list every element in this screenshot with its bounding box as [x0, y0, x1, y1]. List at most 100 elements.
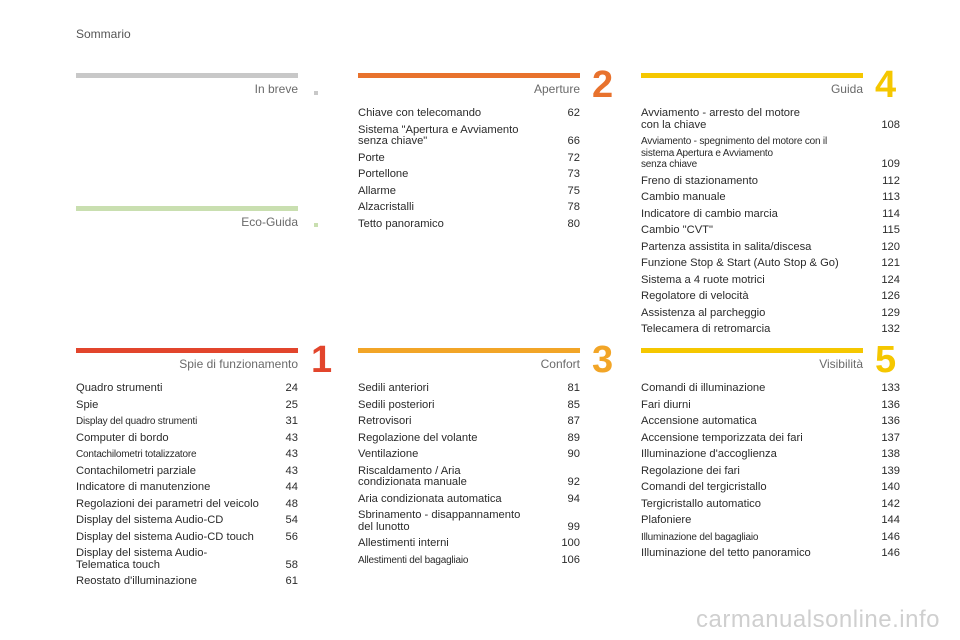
entry-label: Display del sistema Audio- Telematica to…	[76, 547, 208, 571]
entry-label: Allestimenti interni	[358, 537, 449, 549]
entry-page: 112	[882, 174, 900, 187]
toc-entry[interactable]: Riscaldamento / Aria condizionata manual…	[358, 465, 580, 489]
entry-label: Computer di bordo	[76, 431, 169, 444]
entry-page: 43	[285, 431, 298, 444]
toc-entry[interactable]: Aria condizionata automatica 94	[358, 492, 580, 506]
entry-label: Accensione temporizzata dei fari	[641, 431, 803, 444]
entry-label: Cambio "CVT"	[641, 224, 713, 236]
toc-entry[interactable]: Illuminazione del tetto panoramico 146	[641, 547, 900, 560]
toc-entry[interactable]: Allestimenti interni 100	[358, 537, 580, 550]
entry-label: Ventilazione	[358, 448, 419, 460]
section-bar	[641, 348, 863, 353]
toc-entry[interactable]: Comandi di illuminazione 133	[641, 382, 900, 395]
toc-entry[interactable]: Display del sistema Audio-CD 54	[76, 514, 298, 527]
toc-entry[interactable]: Computer di bordo 43	[76, 431, 298, 445]
toc-entry[interactable]: Cambio "CVT" 115	[641, 224, 900, 237]
entry-page: 94	[567, 492, 580, 505]
entry-label: Quadro strumenti	[76, 382, 163, 394]
section-title: Eco-Guida	[241, 215, 298, 229]
toc-entry[interactable]: Retrovisori 87	[358, 415, 580, 428]
entry-label: Comandi di illuminazione	[641, 382, 766, 394]
toc-entry[interactable]: Regolazione dei fari 139	[641, 464, 900, 478]
toc-entry[interactable]: Contachilometri parziale 43	[76, 464, 298, 478]
entry-label: Avviamento - spegnimento del motore con …	[641, 136, 827, 170]
toc-entry[interactable]: Display del quadro strumenti 31	[76, 415, 298, 428]
page-title: Sommario	[76, 27, 131, 41]
entry-label: Funzione Stop & Start (Auto Stop & Go)	[641, 257, 839, 269]
entry-label: Illuminazione del bagagliaio	[641, 531, 759, 543]
toc-entry[interactable]: Funzione Stop & Start (Auto Stop & Go) 12…	[641, 257, 900, 270]
toc-entry[interactable]: Accensione temporizzata dei fari 137	[641, 431, 900, 445]
entry-page: 89	[567, 431, 580, 444]
toc-entry[interactable]: Quadro strumenti 24	[76, 382, 298, 395]
toc-entry[interactable]: Partenza assistita in salita/discesa 120	[641, 241, 900, 254]
section-in-breve[interactable]: In breve	[76, 73, 298, 100]
entry-page: 99	[567, 520, 580, 533]
section-spie: Spie di funzionamento Quadro strumenti 24…	[76, 348, 298, 593]
toc-entry[interactable]: Tetto panoramico 80	[358, 218, 580, 231]
section-aperture: Aperture Chiave con telecomando 62 Sistema…	[358, 73, 580, 235]
toc-entry[interactable]: Chiave con telecomando 62	[358, 107, 580, 120]
toc-entry[interactable]: Avviamento - arresto del motore con la c…	[641, 107, 900, 131]
toc-entry[interactable]: Regolazioni dei parametri del veicolo 48	[76, 497, 298, 511]
entry-label: Regolazioni dei parametri del veicolo	[76, 497, 259, 510]
section-title: Aperture	[533, 82, 580, 96]
toc-entry[interactable]: Indicatore di manutenzione 44	[76, 481, 298, 494]
section-number: 1	[311, 339, 333, 381]
toc-entry[interactable]: Telecamera di retromarcia 132	[641, 323, 900, 336]
toc-entry[interactable]: Assistenza al parcheggio 129	[641, 307, 900, 320]
toc-entry[interactable]: Porte 72	[358, 152, 580, 165]
entry-label: Contachilometri parziale	[76, 464, 197, 477]
entry-page: 132	[881, 323, 900, 335]
section-eco-guida[interactable]: Eco-Guida	[76, 206, 298, 233]
entry-label: Telecamera di retromarcia	[641, 323, 771, 335]
toc-entry[interactable]: Regolazione del volante 89	[358, 431, 580, 445]
toc-entry[interactable]: Indicatore di cambio marcia 114	[641, 207, 900, 221]
entry-label: Avviamento - arresto del motore con la c…	[641, 107, 800, 131]
entry-page: 115	[882, 224, 900, 236]
entry-page: 81	[567, 382, 580, 394]
toc-entry[interactable]: Illuminazione d'accoglienza 138	[641, 448, 900, 461]
toc-entry[interactable]: Display del sistema Audio- Telematica to…	[76, 547, 298, 571]
entry-page: 61	[285, 575, 298, 587]
entry-page: 144	[881, 514, 900, 526]
toc-entry[interactable]: Ventilazione 90	[358, 448, 580, 461]
entry-page: 100	[561, 537, 580, 549]
entry-page: 140	[881, 481, 900, 493]
toc-entry[interactable]: Illuminazione del bagagliaio 146	[641, 531, 900, 544]
toc-entry[interactable]: Alzacristalli 78	[358, 201, 580, 214]
toc-entry[interactable]: Accensione automatica 136	[641, 415, 900, 428]
toc-entry[interactable]: Sistema "Apertura e Avviamento senza chi…	[358, 123, 580, 148]
toc-entry[interactable]: Allestimenti del bagagliaio 106	[358, 554, 580, 567]
toc-entry[interactable]: Allarme 75	[358, 185, 580, 198]
toc-entry[interactable]: Contachilometri totalizzatore 43	[76, 448, 298, 461]
toc-entry[interactable]: Display del sistema Audio-CD touch 56	[76, 531, 298, 544]
toc-entry[interactable]: Avviamento - spegnimento del motore con …	[641, 136, 900, 171]
toc-entry[interactable]: Regolatore di velocità 126	[641, 290, 900, 303]
entry-page: 54	[285, 514, 298, 526]
toc-entry[interactable]: Sistema a 4 ruote motrici 124	[641, 274, 900, 287]
toc-entry[interactable]: Tergicristallo automatico 142	[641, 498, 900, 511]
toc-entry[interactable]: Sedili posteriori 85	[358, 398, 580, 412]
entry-label: Indicatore di cambio marcia	[641, 207, 778, 220]
entry-label: Allestimenti del bagagliaio	[358, 554, 469, 566]
entry-page: 73	[567, 168, 580, 180]
toc-entry[interactable]: Portellone 73	[358, 168, 580, 181]
watermark: carmanualsonline.info	[696, 606, 940, 633]
toc-entry[interactable]: Cambio manuale 113	[641, 191, 900, 204]
toc-entry[interactable]: Reostato d'illuminazione 61	[76, 575, 298, 588]
toc-entry[interactable]: Comandi del tergicristallo 140	[641, 481, 900, 494]
entry-label: Sistema "Apertura e Avviamento senza chi…	[358, 123, 519, 147]
toc-entry[interactable]: Plafoniere 144	[641, 514, 900, 527]
toc-entry[interactable]: Spie 25	[76, 399, 298, 412]
entry-page: 137	[881, 431, 900, 444]
entry-label: Regolazione dei fari	[641, 464, 740, 477]
toc-entry[interactable]: Freno di stazionamento 112	[641, 174, 900, 188]
toc-entry[interactable]: Sbrinamento - disappannamento del lunott…	[358, 509, 580, 533]
toc-entry[interactable]: Sedili anteriori 81	[358, 382, 580, 395]
entry-label: Regolatore di velocità	[641, 290, 749, 302]
toc-entry[interactable]: Fari diurni 136	[641, 399, 900, 412]
section-bar	[76, 348, 298, 353]
entry-label: Sedili posteriori	[358, 398, 435, 411]
section-title: Confort	[540, 357, 580, 371]
